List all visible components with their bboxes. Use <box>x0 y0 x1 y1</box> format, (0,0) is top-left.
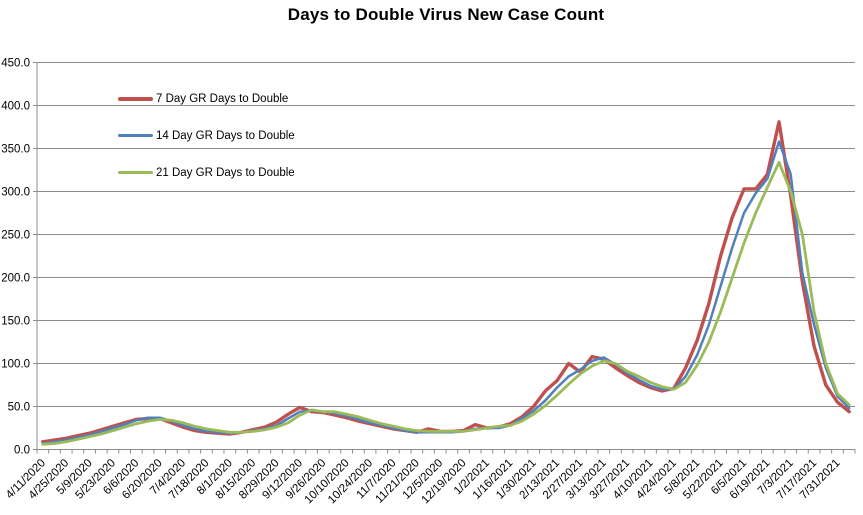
legend-label-14-day: 14 Day GR Days to Double <box>156 129 295 142</box>
y-tick-label: 400.0 <box>1 101 30 113</box>
y-tick-label: 0.0 <box>14 445 30 457</box>
legend-swatch-7-day <box>118 96 153 101</box>
y-tick-label: 100.0 <box>1 359 30 371</box>
legend-item-14-day: 14 Day GR Days to Double <box>118 117 295 154</box>
legend-swatch-14-day <box>118 133 153 138</box>
y-tick-label: 50.0 <box>8 402 30 414</box>
y-tick-label: 150.0 <box>1 316 30 328</box>
legend-label-7-day: 7 Day GR Days to Double <box>156 92 289 105</box>
y-tick-label: 350.0 <box>1 144 30 156</box>
legend-item-7-day: 7 Day GR Days to Double <box>118 80 295 117</box>
y-tick-label: 250.0 <box>1 230 30 242</box>
y-tick-label: 300.0 <box>1 187 30 199</box>
legend-item-21-day: 21 Day GR Days to Double <box>118 154 295 191</box>
y-tick-label: 200.0 <box>1 273 30 285</box>
legend: 7 Day GR Days to Double 14 Day GR Days t… <box>118 80 295 191</box>
legend-label-21-day: 21 Day GR Days to Double <box>156 166 295 179</box>
legend-swatch-21-day <box>118 170 153 175</box>
chart-title: Days to Double Virus New Case Count <box>287 5 605 24</box>
series-line-21-day <box>41 160 851 446</box>
y-tick-label: 450.0 <box>1 58 30 70</box>
